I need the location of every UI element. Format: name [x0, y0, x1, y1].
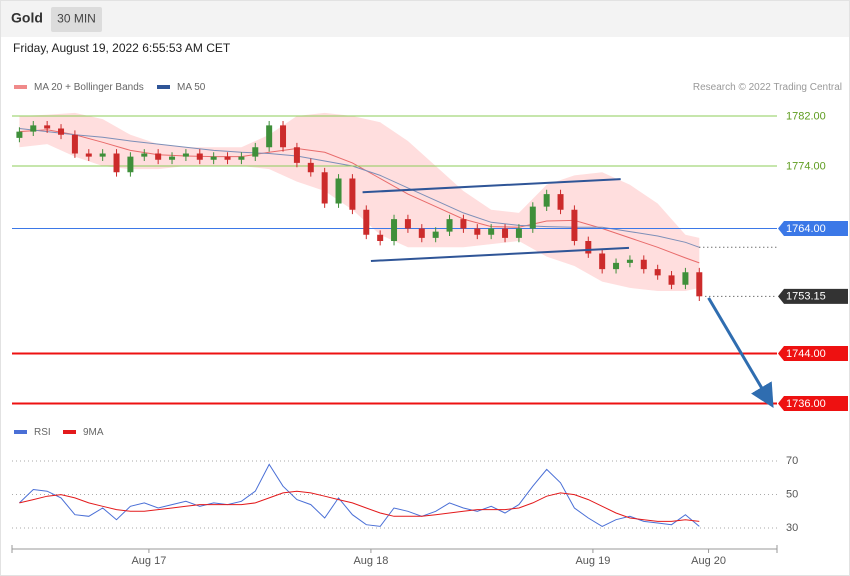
candle-body [141, 153, 148, 157]
candle-body [127, 156, 134, 173]
candle-body [682, 272, 689, 285]
candle-body [321, 172, 328, 204]
candle-body [155, 153, 162, 160]
candle-body [293, 147, 300, 163]
price-level-label: 1736.00 [786, 398, 826, 410]
indicator-line [19, 490, 700, 522]
candle-body [335, 178, 342, 204]
candle-body [668, 275, 675, 285]
x-tick-label: Aug 19 [575, 555, 610, 567]
legend-swatch [14, 85, 27, 89]
timestamp: Friday, August 19, 2022 6:55:53 AM CET [13, 41, 231, 55]
candle-body [196, 153, 203, 160]
price-level-label: 1744.00 [786, 348, 826, 360]
channel-line [362, 178, 621, 194]
candle-body [640, 259, 647, 270]
candle-body [613, 262, 620, 270]
price-level-label: 1774.00 [786, 160, 826, 172]
candle-body [30, 125, 37, 132]
candle-body [99, 153, 106, 157]
price-level-box [778, 346, 848, 361]
price-level-label: 1782.00 [786, 110, 826, 122]
candle-body [182, 153, 189, 157]
candle-body [418, 228, 425, 238]
candle-body [377, 234, 384, 241]
candle-body [391, 219, 398, 241]
price-level-label: 1753.15 [786, 291, 826, 303]
candle-body [557, 194, 564, 210]
candle-body [446, 219, 453, 232]
candle-body [169, 156, 176, 160]
x-tick-label: Aug 20 [691, 555, 726, 567]
y-tick-label: 50 [786, 488, 798, 500]
timeframe-label[interactable]: 30 MIN [57, 12, 96, 26]
candle-body [85, 153, 92, 157]
candle-body [224, 156, 231, 160]
candle-body [460, 219, 467, 229]
candle-body [349, 178, 356, 210]
legend-swatch [157, 85, 170, 89]
candle-body [474, 228, 481, 235]
candle-body [238, 156, 245, 160]
candle-body [307, 162, 314, 173]
candle-body [529, 206, 536, 229]
legend-label: MA 20 + Bollinger Bands [34, 82, 144, 93]
candle-body [210, 156, 217, 160]
candle-body [543, 194, 550, 207]
legend-label: RSI [34, 427, 51, 438]
header-bar [1, 1, 849, 37]
candle-body [113, 153, 120, 173]
bollinger-band [19, 112, 700, 292]
candle-body [404, 219, 411, 229]
timeframe-button[interactable] [51, 7, 102, 32]
candle-body [432, 231, 439, 238]
x-tick-label: Aug 17 [131, 555, 166, 567]
candle-body [515, 228, 522, 238]
candle-body [363, 209, 370, 235]
candle-body [58, 128, 65, 135]
candle-body [599, 253, 606, 270]
forecast-arrow [707, 297, 774, 409]
x-tick-label: Aug 18 [353, 555, 388, 567]
price-level-label: 1764.00 [786, 223, 826, 235]
candle-body [502, 228, 509, 238]
candle-body [654, 269, 661, 276]
candle-body [71, 134, 78, 154]
legend-label: MA 50 [177, 82, 206, 93]
candle-body [280, 125, 287, 148]
copyright: Research © 2022 Trading Central [693, 82, 842, 93]
price-level-box [778, 288, 848, 304]
legend-label: 9MA [83, 427, 104, 438]
channel-line [370, 246, 630, 262]
y-tick-label: 70 [786, 455, 798, 467]
legend-swatch [63, 430, 76, 434]
price-level-box [778, 396, 848, 411]
candle-body [252, 147, 259, 157]
price-level-box [778, 221, 848, 236]
candle-body [571, 209, 578, 241]
candle-body [626, 259, 633, 263]
indicator-line [19, 463, 700, 527]
y-tick-label: 30 [786, 522, 798, 534]
moving-average-line [19, 128, 700, 248]
candle-body [266, 125, 273, 148]
candle-body [44, 125, 51, 129]
candle-body [585, 241, 592, 254]
candle-body [696, 272, 703, 297]
candle-body [16, 131, 23, 138]
instrument-title: Gold [11, 10, 43, 26]
legend-swatch [14, 430, 27, 434]
candle-body [488, 228, 495, 235]
